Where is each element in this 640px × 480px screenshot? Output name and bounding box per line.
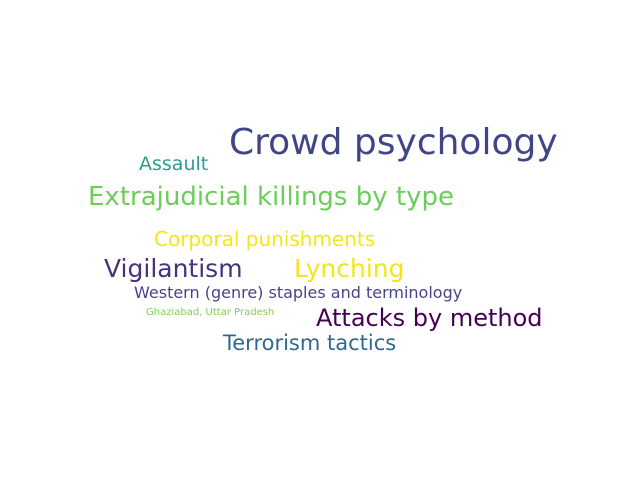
word-attacks-by-method: Attacks by method [316,304,543,332]
word-terrorism-tactics: Terrorism tactics [223,331,397,355]
word-western-genre: Western (genre) staples and terminology [134,283,463,302]
word-lynching: Lynching [294,254,405,283]
word-extrajudicial-killings: Extrajudicial killings by type [88,182,454,212]
word-crowd-psychology: Crowd psychology [229,122,558,163]
word-corporal-punishments: Corporal punishments [154,227,376,251]
word-ghaziabad: Ghaziabad, Uttar Pradesh [146,307,275,318]
word-assault: Assault [139,153,209,175]
word-vigilantism: Vigilantism [104,254,243,283]
